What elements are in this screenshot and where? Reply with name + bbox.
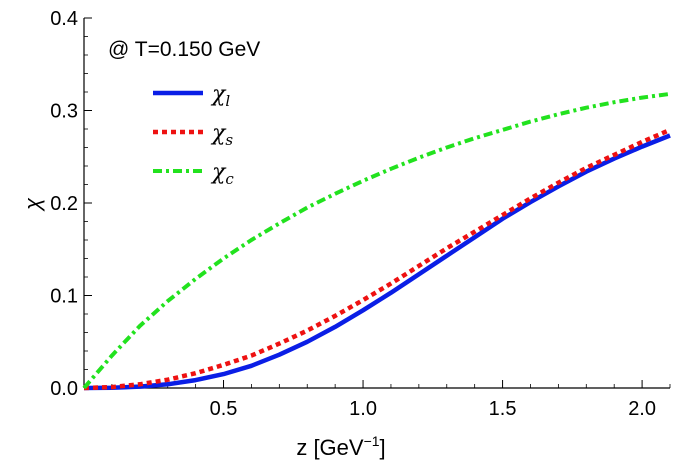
legend: χl χs χc <box>153 82 234 188</box>
y-tick-label: 0.4 <box>50 8 78 30</box>
series-line-l <box>83 133 671 391</box>
x-axis-title-sup: −1 <box>364 433 380 449</box>
y-tick-label: 0.3 <box>50 101 78 123</box>
x-tick-label: 1.0 <box>349 398 377 420</box>
x-tick-label: 1.5 <box>489 398 517 420</box>
y-tick-label: 0.2 <box>50 193 78 215</box>
y-tick-label: 0.0 <box>50 378 78 400</box>
series-line-c <box>82 91 671 390</box>
series-line-s <box>83 127 671 391</box>
legend-label-c: χc <box>210 160 234 188</box>
y-tick-label: 0.1 <box>50 286 78 308</box>
y-axis-title: χ <box>20 197 45 212</box>
legend-label-s: χs <box>210 121 233 149</box>
x-tick-label: 2.0 <box>628 398 656 420</box>
legend-label-l: χl <box>210 82 230 110</box>
axes: 0.5 1.0 1.5 2.0 0.0 0.1 0.2 0.3 0.4 <box>50 8 671 420</box>
series-layer <box>82 91 671 391</box>
x-axis-title: z [GeV−1] <box>296 433 385 460</box>
x-tick-label: 0.5 <box>210 398 238 420</box>
annotation: @ T=0.150 GeV <box>108 38 260 61</box>
